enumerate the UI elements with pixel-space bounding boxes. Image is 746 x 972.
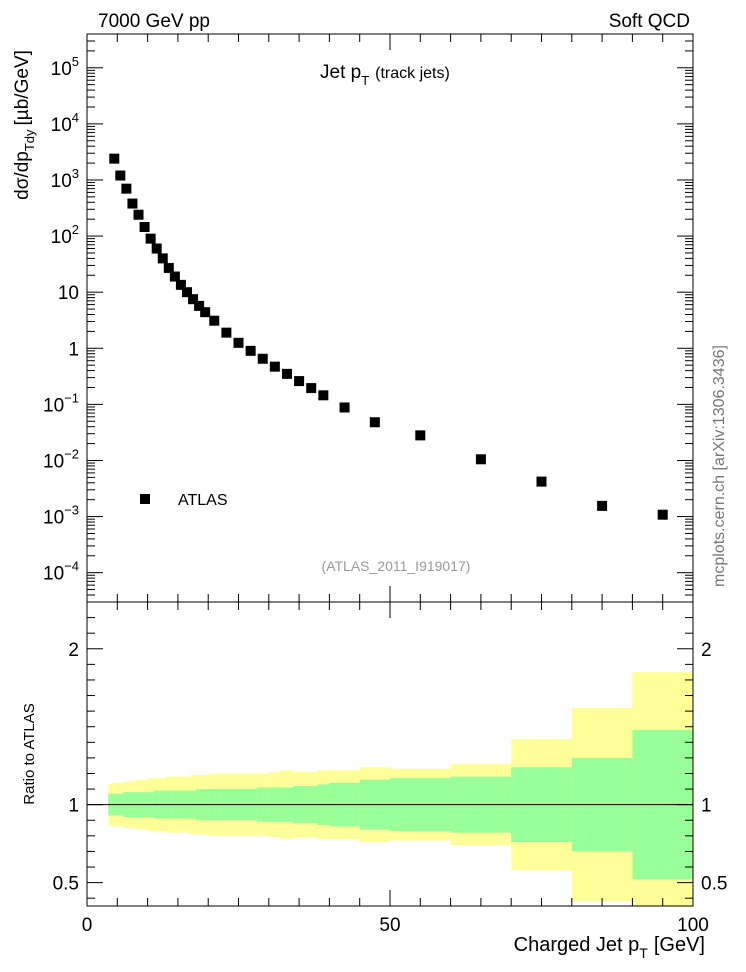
- main-plot-frame: [86, 33, 694, 603]
- data-point: [163, 262, 174, 273]
- main-plot-title: Jet pT (track jets): [320, 62, 450, 88]
- ratio-tick-labels: 0.5 0.5 1 1 2 2 0 50 100: [53, 640, 728, 936]
- data-point: [257, 353, 268, 364]
- data-point: [127, 198, 138, 209]
- data-point: [339, 402, 350, 413]
- data-point: [318, 390, 329, 401]
- ratio-uncertainty-bands: [108, 672, 694, 906]
- y-tick-label: 10: [58, 283, 79, 304]
- data-point: [145, 233, 156, 244]
- x-tick-label: 0: [82, 915, 93, 936]
- ratio-y-tick-label-right: 2: [701, 640, 712, 661]
- ylabel-pre: dσ/dp: [12, 151, 33, 200]
- data-point: [175, 279, 186, 290]
- data-point: [597, 500, 608, 511]
- data-point: [115, 170, 126, 181]
- data-point: [306, 383, 317, 394]
- ratio-y-axis-label: Ratio to ATLAS: [21, 703, 38, 804]
- legend-label-atlas: ATLAS: [178, 492, 228, 509]
- header-beam-energy: 7000 GeV pp: [98, 11, 210, 32]
- legend-marker-atlas: [140, 494, 150, 504]
- xlabel-post: [GeV]: [654, 934, 705, 956]
- data-point: [157, 253, 168, 264]
- xlabel-subscript: T: [639, 945, 648, 961]
- analysis-id-annotation: (ATLAS_2011_I919017): [322, 558, 471, 574]
- main-y-axis-label: dσ/dpTdy [µb/GeV]: [12, 50, 37, 200]
- data-point: [194, 300, 205, 311]
- ratio-y-tick-label-left: 2: [68, 640, 79, 661]
- data-point: [181, 287, 192, 298]
- data-point: [133, 209, 144, 220]
- y-tick-label: 103: [51, 166, 79, 192]
- x-tick-label: 50: [379, 915, 400, 936]
- ratio-y-tick-label-right: 0.5: [701, 874, 727, 895]
- data-point: [139, 222, 150, 233]
- y-tick-label: 10−3: [43, 503, 79, 529]
- data-point: [188, 294, 199, 305]
- data-point: [233, 337, 244, 348]
- xlabel-pre: Charged Jet p: [514, 934, 640, 956]
- ratio-y-tick-label-right: 1: [701, 796, 712, 817]
- ylabel-subscript: Tdy: [22, 129, 37, 151]
- y-tick-label: 105: [51, 54, 79, 80]
- data-point: [657, 509, 668, 520]
- data-point: [200, 307, 211, 318]
- data-point: [221, 327, 232, 338]
- ylabel-post: [µb/GeV]: [12, 50, 33, 125]
- data-point: [109, 153, 120, 164]
- main-axis-ticks: [86, 33, 694, 603]
- data-point: [536, 476, 547, 487]
- y-tick-label: 102: [51, 222, 79, 248]
- data-point: [245, 345, 256, 356]
- ratio-y-tick-label-left: 0.5: [53, 874, 79, 895]
- ratio-axis-ticks: [86, 602, 694, 906]
- x-axis-label: Charged Jet pT [GeV]: [514, 934, 705, 961]
- header-process: Soft QCD: [609, 11, 690, 32]
- data-point: [151, 243, 162, 254]
- atlas-data-points: [109, 153, 668, 520]
- data-point: [209, 315, 220, 326]
- title-suffix: (track jets): [375, 65, 450, 82]
- data-point: [475, 454, 486, 465]
- data-point: [169, 271, 180, 282]
- data-point: [415, 430, 426, 441]
- title-main: Jet p: [320, 62, 361, 83]
- data-point: [269, 361, 280, 372]
- y-tick-label: 10−1: [43, 390, 79, 416]
- ratio-y-tick-label-left: 1: [68, 796, 79, 817]
- y-tick-label: 10−4: [43, 559, 79, 585]
- y-tick-label: 104: [51, 110, 79, 136]
- y-tick-label: 10−2: [43, 446, 79, 472]
- data-point: [281, 368, 292, 379]
- y-tick-label: 1: [68, 339, 79, 360]
- x-tick-label: 100: [677, 915, 709, 936]
- data-point: [121, 183, 132, 194]
- title-subscript: T: [361, 73, 369, 88]
- side-reference-label: mcplots.cern.ch [arXiv:1306.3436]: [711, 345, 728, 587]
- data-point: [369, 417, 380, 428]
- data-point: [294, 376, 305, 387]
